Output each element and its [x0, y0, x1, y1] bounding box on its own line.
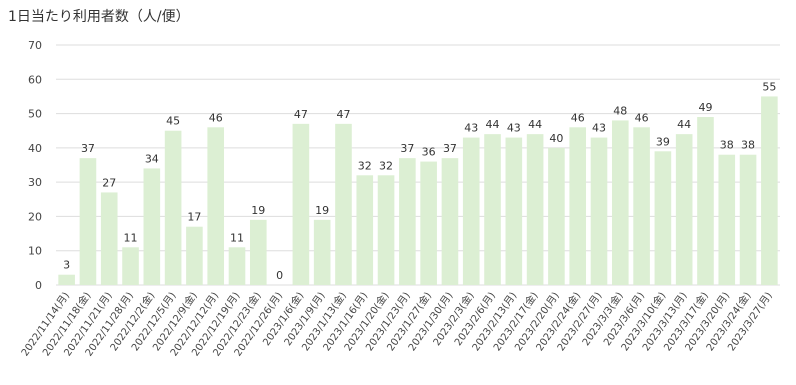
- bar: [654, 151, 672, 285]
- data-label: 36: [422, 146, 436, 159]
- bar: [462, 137, 480, 285]
- bar: [228, 247, 246, 285]
- data-label: 46: [571, 111, 585, 124]
- bar: [356, 175, 374, 285]
- data-label: 47: [336, 108, 350, 121]
- bar: [548, 147, 565, 285]
- data-label: 43: [464, 122, 478, 135]
- data-label: 32: [379, 159, 393, 172]
- bar: [697, 117, 714, 285]
- bar: [484, 134, 501, 285]
- y-tick-label: 60: [28, 73, 42, 86]
- bar: [377, 175, 395, 285]
- data-label: 43: [592, 122, 606, 135]
- bar: [186, 226, 203, 285]
- bar: [58, 274, 75, 285]
- bar: [633, 127, 650, 286]
- bar: [122, 247, 139, 285]
- bar: [313, 219, 331, 285]
- data-label: 43: [507, 122, 521, 135]
- bar: [100, 192, 118, 285]
- bar: [590, 137, 608, 285]
- bar: [675, 134, 693, 285]
- data-label: 46: [635, 111, 649, 124]
- y-tick-label: 20: [28, 210, 42, 223]
- y-tick-label: 50: [28, 108, 42, 121]
- data-label: 44: [677, 118, 691, 131]
- data-label: 3: [63, 259, 70, 272]
- data-label: 45: [166, 115, 180, 128]
- data-label: 32: [358, 159, 372, 172]
- bar: [292, 123, 310, 285]
- bar: [569, 127, 587, 286]
- y-tick-label: 70: [28, 39, 42, 52]
- bar: [441, 158, 459, 285]
- bar: [761, 96, 778, 285]
- bar: [739, 154, 757, 285]
- y-tick-label: 10: [28, 245, 42, 258]
- bar: [79, 158, 97, 285]
- data-label: 48: [613, 104, 627, 117]
- bar: [526, 134, 544, 285]
- bar: [207, 127, 225, 286]
- chart-title: 1日当たり利用者数（人/便）: [8, 9, 190, 25]
- data-label: 47: [294, 108, 308, 121]
- data-label: 38: [720, 139, 734, 152]
- data-label: 44: [486, 118, 500, 131]
- y-tick-label: 0: [35, 279, 42, 292]
- bar: [399, 158, 416, 285]
- data-label: 49: [698, 101, 712, 114]
- data-label: 19: [251, 204, 265, 217]
- data-label: 55: [762, 80, 776, 93]
- data-label: 0: [276, 269, 283, 282]
- bar: [611, 120, 629, 285]
- data-label: 27: [102, 176, 116, 189]
- y-tick-label: 40: [28, 142, 42, 155]
- data-label: 37: [400, 142, 414, 155]
- data-label: 44: [528, 118, 542, 131]
- data-label: 11: [124, 231, 138, 244]
- bar: [335, 123, 352, 285]
- bar: [718, 154, 736, 285]
- data-label: 37: [443, 142, 457, 155]
- bar: [164, 130, 182, 285]
- data-label: 40: [549, 132, 563, 145]
- data-label: 37: [81, 142, 95, 155]
- data-label: 19: [315, 204, 329, 217]
- data-label: 17: [187, 211, 201, 224]
- y-tick-label: 30: [28, 176, 42, 189]
- bar: [143, 168, 161, 285]
- data-label: 38: [741, 139, 755, 152]
- bar: [420, 161, 437, 285]
- bar: [505, 137, 523, 285]
- data-label: 46: [209, 111, 223, 124]
- bar: [249, 219, 267, 285]
- data-label: 34: [145, 152, 159, 165]
- data-label: 39: [656, 135, 670, 148]
- data-label: 11: [230, 231, 244, 244]
